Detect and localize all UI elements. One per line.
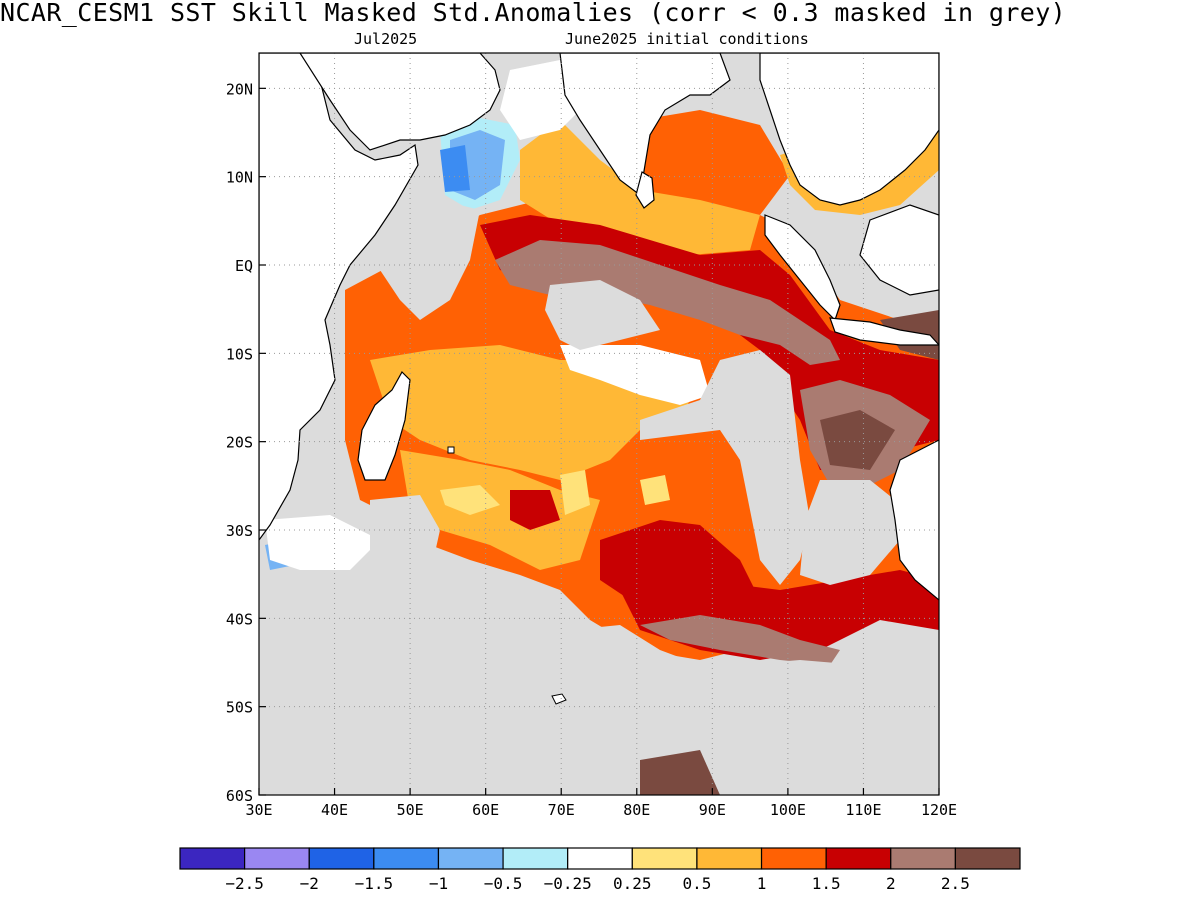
colorbar-label: 1 xyxy=(757,874,767,893)
anomaly-region-white xyxy=(560,345,710,405)
anomaly-region-orange-north2 xyxy=(520,120,760,255)
anomaly-region-brown-5 xyxy=(640,615,840,665)
colorbar-labels: −2.5 −2 −1.5 −1 −0.5 −0.25 0.25 0.5 1 1.5 2 2.5 xyxy=(225,874,969,893)
colorbar-swatch xyxy=(890,847,956,870)
lat-tick-label: 30S xyxy=(226,522,253,540)
lat-tick-label: 40S xyxy=(226,610,253,628)
init-conditions-label: June2025 initial conditions xyxy=(565,30,809,48)
lon-tick-label: 70E xyxy=(548,801,575,819)
anomaly-region-light-orange-2 xyxy=(400,450,600,570)
anomaly-region-yellow-3 xyxy=(640,475,670,505)
latitude-axis: 20N 10N EQ 10S 20S 30S 40S 50S 60S xyxy=(226,80,266,805)
colorbar-swatch xyxy=(373,847,440,870)
land-sri-lanka xyxy=(635,171,655,209)
lat-lon-grid xyxy=(259,53,939,795)
colorbar xyxy=(179,847,1021,870)
colorbar-swatch xyxy=(308,847,375,870)
colorbar-label: −0.5 xyxy=(484,874,523,893)
anomaly-region-brown xyxy=(495,240,840,365)
colorbar-label: 1.5 xyxy=(812,874,841,893)
masked-region-west xyxy=(380,200,480,320)
masked-region-southeast xyxy=(640,350,810,585)
lon-tick-label: 120E xyxy=(921,801,957,819)
map-title: NCAR_CESM1 SST Skill Masked Std.Anomalie… xyxy=(0,0,1067,27)
anomaly-region-orange-north xyxy=(640,110,790,215)
map-frame xyxy=(258,52,940,796)
colorbar-swatch xyxy=(567,847,633,870)
lon-tick-label: 90E xyxy=(699,801,726,819)
anomaly-region-dark-blue xyxy=(440,145,470,192)
lon-tick-label: 60E xyxy=(472,801,499,819)
colorbar-label: −2.5 xyxy=(225,874,264,893)
colorbar-swatch xyxy=(760,847,827,870)
lon-tick-label: 50E xyxy=(397,801,424,819)
masked-region-southeast-2 xyxy=(740,640,939,760)
lat-tick-label: 10S xyxy=(226,345,253,363)
masked-region-central xyxy=(545,280,660,350)
anomaly-region-brown-9 xyxy=(640,750,720,795)
lon-tick-label: 110E xyxy=(845,801,881,819)
map-field xyxy=(259,53,939,795)
colorbar-swatch xyxy=(244,847,310,870)
lat-tick-label: EQ xyxy=(235,257,253,275)
lat-tick-label: 50S xyxy=(226,699,253,717)
anomaly-region-yellow-2 xyxy=(560,470,590,515)
colorbar-label: −1 xyxy=(429,874,448,893)
anomaly-region-white-2 xyxy=(265,515,380,570)
land-madagascar xyxy=(357,371,411,481)
anomaly-region-brown-3 xyxy=(820,410,895,470)
valid-month-label: Jul2025 xyxy=(354,30,418,48)
colorbar-label: 0.25 xyxy=(613,874,652,893)
colorbar-label: −1.5 xyxy=(355,874,394,893)
land-borneo xyxy=(859,204,939,296)
colorbar-swatch xyxy=(502,847,569,870)
colorbar-swatch xyxy=(696,847,763,870)
land-kerguelen xyxy=(551,693,567,705)
land-australia xyxy=(889,439,939,601)
colorbar-swatch xyxy=(825,847,892,870)
masked-region-south xyxy=(259,590,710,795)
colorbar-label: 2.5 xyxy=(941,874,970,893)
colorbar-label: 2 xyxy=(886,874,896,893)
masked-region-east-australia xyxy=(800,480,900,585)
colorbar-swatch xyxy=(437,847,504,870)
anomaly-region-red-4 xyxy=(510,490,560,530)
colorbar-label: 0.5 xyxy=(682,874,711,893)
lon-tick-label: 30E xyxy=(245,801,272,819)
land-mauritius xyxy=(447,446,455,454)
land-java xyxy=(829,317,939,346)
lat-tick-label: 60S xyxy=(226,787,253,805)
land-india xyxy=(559,53,731,197)
colorbar-swatch xyxy=(179,847,246,870)
colorbar-label: −2 xyxy=(300,874,319,893)
masked-region-sw xyxy=(370,495,440,580)
lat-tick-label: 20N xyxy=(226,80,253,98)
lat-tick-label: 20S xyxy=(226,434,253,452)
land-southeast-asia xyxy=(759,53,939,206)
colorbar-swatch xyxy=(631,847,698,870)
lon-tick-label: 100E xyxy=(770,801,806,819)
anomaly-region-yellow xyxy=(440,485,500,515)
land-arabia xyxy=(299,53,501,151)
lat-tick-label: 10N xyxy=(226,169,253,187)
lon-tick-label: 80E xyxy=(623,801,650,819)
colorbar-swatch xyxy=(954,847,1021,870)
longitude-axis: 30E 40E 50E 60E 70E 80E 90E 100E 110E 120E xyxy=(245,788,957,819)
colorbar-label: −0.25 xyxy=(544,874,592,893)
lon-tick-label: 40E xyxy=(321,801,348,819)
